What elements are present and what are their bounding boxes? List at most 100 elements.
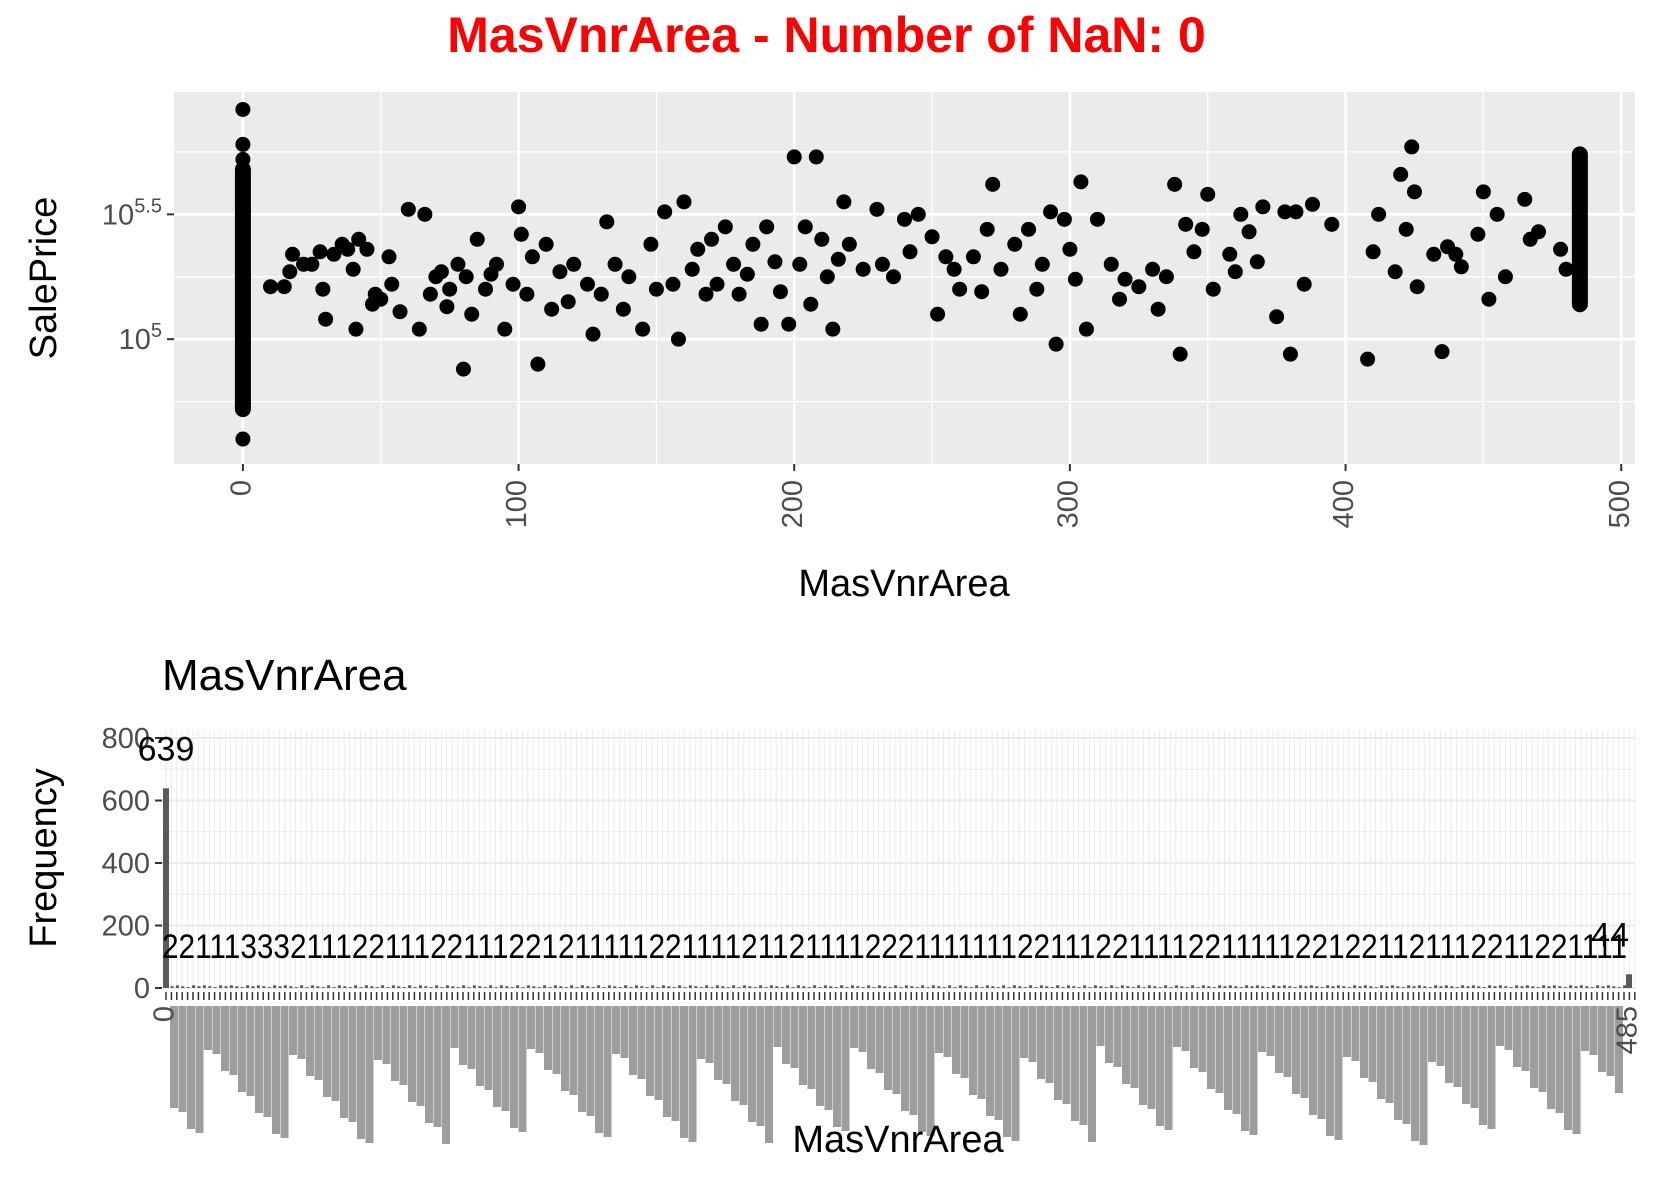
scatter-x-tick-label: 300	[1053, 480, 1085, 528]
scatter-point	[458, 269, 474, 285]
scatter-point	[979, 221, 995, 237]
bar-x-tick-label-smear	[654, 1006, 663, 1100]
small-bar	[1531, 986, 1535, 988]
small-bar	[321, 987, 325, 988]
small-bar	[316, 986, 320, 988]
small-bar	[699, 987, 703, 988]
small-bar	[1164, 985, 1168, 988]
bar-x-tick-label-smear	[1351, 1006, 1360, 1061]
small-bar	[219, 985, 223, 988]
bar-x-tick-label-smear	[790, 1006, 799, 1068]
bar-x-tick-label-smear	[1258, 1006, 1266, 1052]
bar-x-tick-label-smear	[1011, 1006, 1020, 1141]
small-bar	[856, 986, 860, 988]
bar-x-tick-label-smear	[1615, 1006, 1623, 1093]
bar-x-tick-label-smear	[697, 1006, 705, 1059]
small-bar	[1515, 985, 1519, 988]
small-bar	[672, 987, 676, 988]
bar-x-tick-label-smear	[1181, 1006, 1190, 1051]
small-bar	[1520, 986, 1524, 988]
small-bar	[921, 985, 925, 988]
small-bar	[1212, 987, 1216, 988]
small-bar	[667, 986, 671, 988]
scatter-point	[841, 236, 857, 252]
scatter-point	[1304, 196, 1320, 212]
scatter-point	[235, 319, 251, 335]
bar-x-tick-label-smear	[544, 1006, 552, 1070]
small-bar	[229, 985, 233, 988]
small-bar	[370, 986, 374, 988]
bar-x-tick-label-smear	[1037, 1006, 1045, 1079]
scatter-point	[345, 261, 361, 277]
small-bar	[1066, 985, 1070, 988]
small-bar	[985, 985, 989, 988]
small-bar	[607, 985, 611, 988]
scatter-point	[439, 299, 455, 315]
small-bar	[661, 985, 665, 988]
scatter-point	[885, 269, 901, 285]
bar-x-tick-label-smear	[535, 1006, 544, 1053]
scatter-point	[1029, 281, 1045, 297]
small-bar	[1353, 985, 1357, 988]
scatter-point	[1089, 211, 1105, 227]
bar-x-tick-label-smear	[1113, 1006, 1122, 1067]
small-bar	[1045, 986, 1049, 988]
scatter-point	[593, 286, 609, 302]
scatter-point	[952, 281, 968, 297]
scatter-point	[830, 251, 846, 267]
small-bar	[618, 987, 622, 988]
small-bar	[1002, 985, 1006, 988]
bar-x-tick-label-smear	[229, 1006, 238, 1075]
small-bar	[850, 985, 854, 988]
bar-y-tick-label: 0	[134, 973, 150, 1005]
bar-x-tick-label-smear	[425, 1006, 433, 1123]
small-bar	[818, 987, 822, 988]
scatter-point	[814, 231, 830, 247]
small-bar	[1169, 987, 1173, 988]
small-bar	[683, 987, 687, 988]
scatter-point	[836, 194, 852, 210]
small-bar	[1083, 985, 1087, 988]
small-bar	[570, 985, 574, 988]
small-bar	[915, 987, 919, 988]
scatter-point	[1572, 276, 1588, 292]
bar-x-tick-label-smear	[569, 1006, 578, 1095]
small-bar	[926, 987, 930, 988]
small-bar	[559, 986, 563, 988]
bar-x-tick-label-smear	[1164, 1006, 1173, 1130]
bar-x-tick-label-smear	[306, 1006, 314, 1076]
bar-x-tick-label-smear	[1598, 1006, 1606, 1072]
bar-x-tick-label-smear	[1309, 1006, 1317, 1115]
scatter-point	[974, 284, 990, 300]
bar-x-tick-label-smear	[348, 1006, 357, 1122]
bar-x-tick-label-smear	[1538, 1006, 1547, 1092]
scatter-point	[235, 101, 251, 117]
bar-x-tick-label-smear	[748, 1006, 756, 1122]
scatter-point	[1572, 216, 1588, 232]
small-bar	[278, 986, 282, 988]
small-bar	[1320, 987, 1324, 988]
small-bar	[175, 985, 179, 988]
small-bar	[413, 987, 417, 988]
small-bar	[748, 986, 752, 988]
scatter-point	[1387, 264, 1403, 280]
small-bar	[1623, 985, 1627, 988]
small-bar	[1417, 985, 1421, 988]
small-bar	[408, 985, 412, 988]
small-bar	[1050, 987, 1054, 988]
scatter-point	[1200, 186, 1216, 202]
small-bar	[1590, 987, 1594, 988]
small-bar	[483, 987, 487, 988]
small-bar	[1142, 987, 1146, 988]
scatter-point	[1572, 236, 1588, 252]
bar-x-tick-label-smear	[807, 1006, 816, 1089]
scatter-point	[985, 176, 1001, 192]
scatter-point	[235, 431, 251, 447]
small-bar	[651, 985, 655, 988]
bar-x-tick-label-smear	[467, 1006, 476, 1069]
scatter-point	[1453, 259, 1469, 275]
small-bar	[840, 985, 844, 988]
small-bar	[1299, 985, 1303, 988]
small-bar	[796, 985, 800, 988]
